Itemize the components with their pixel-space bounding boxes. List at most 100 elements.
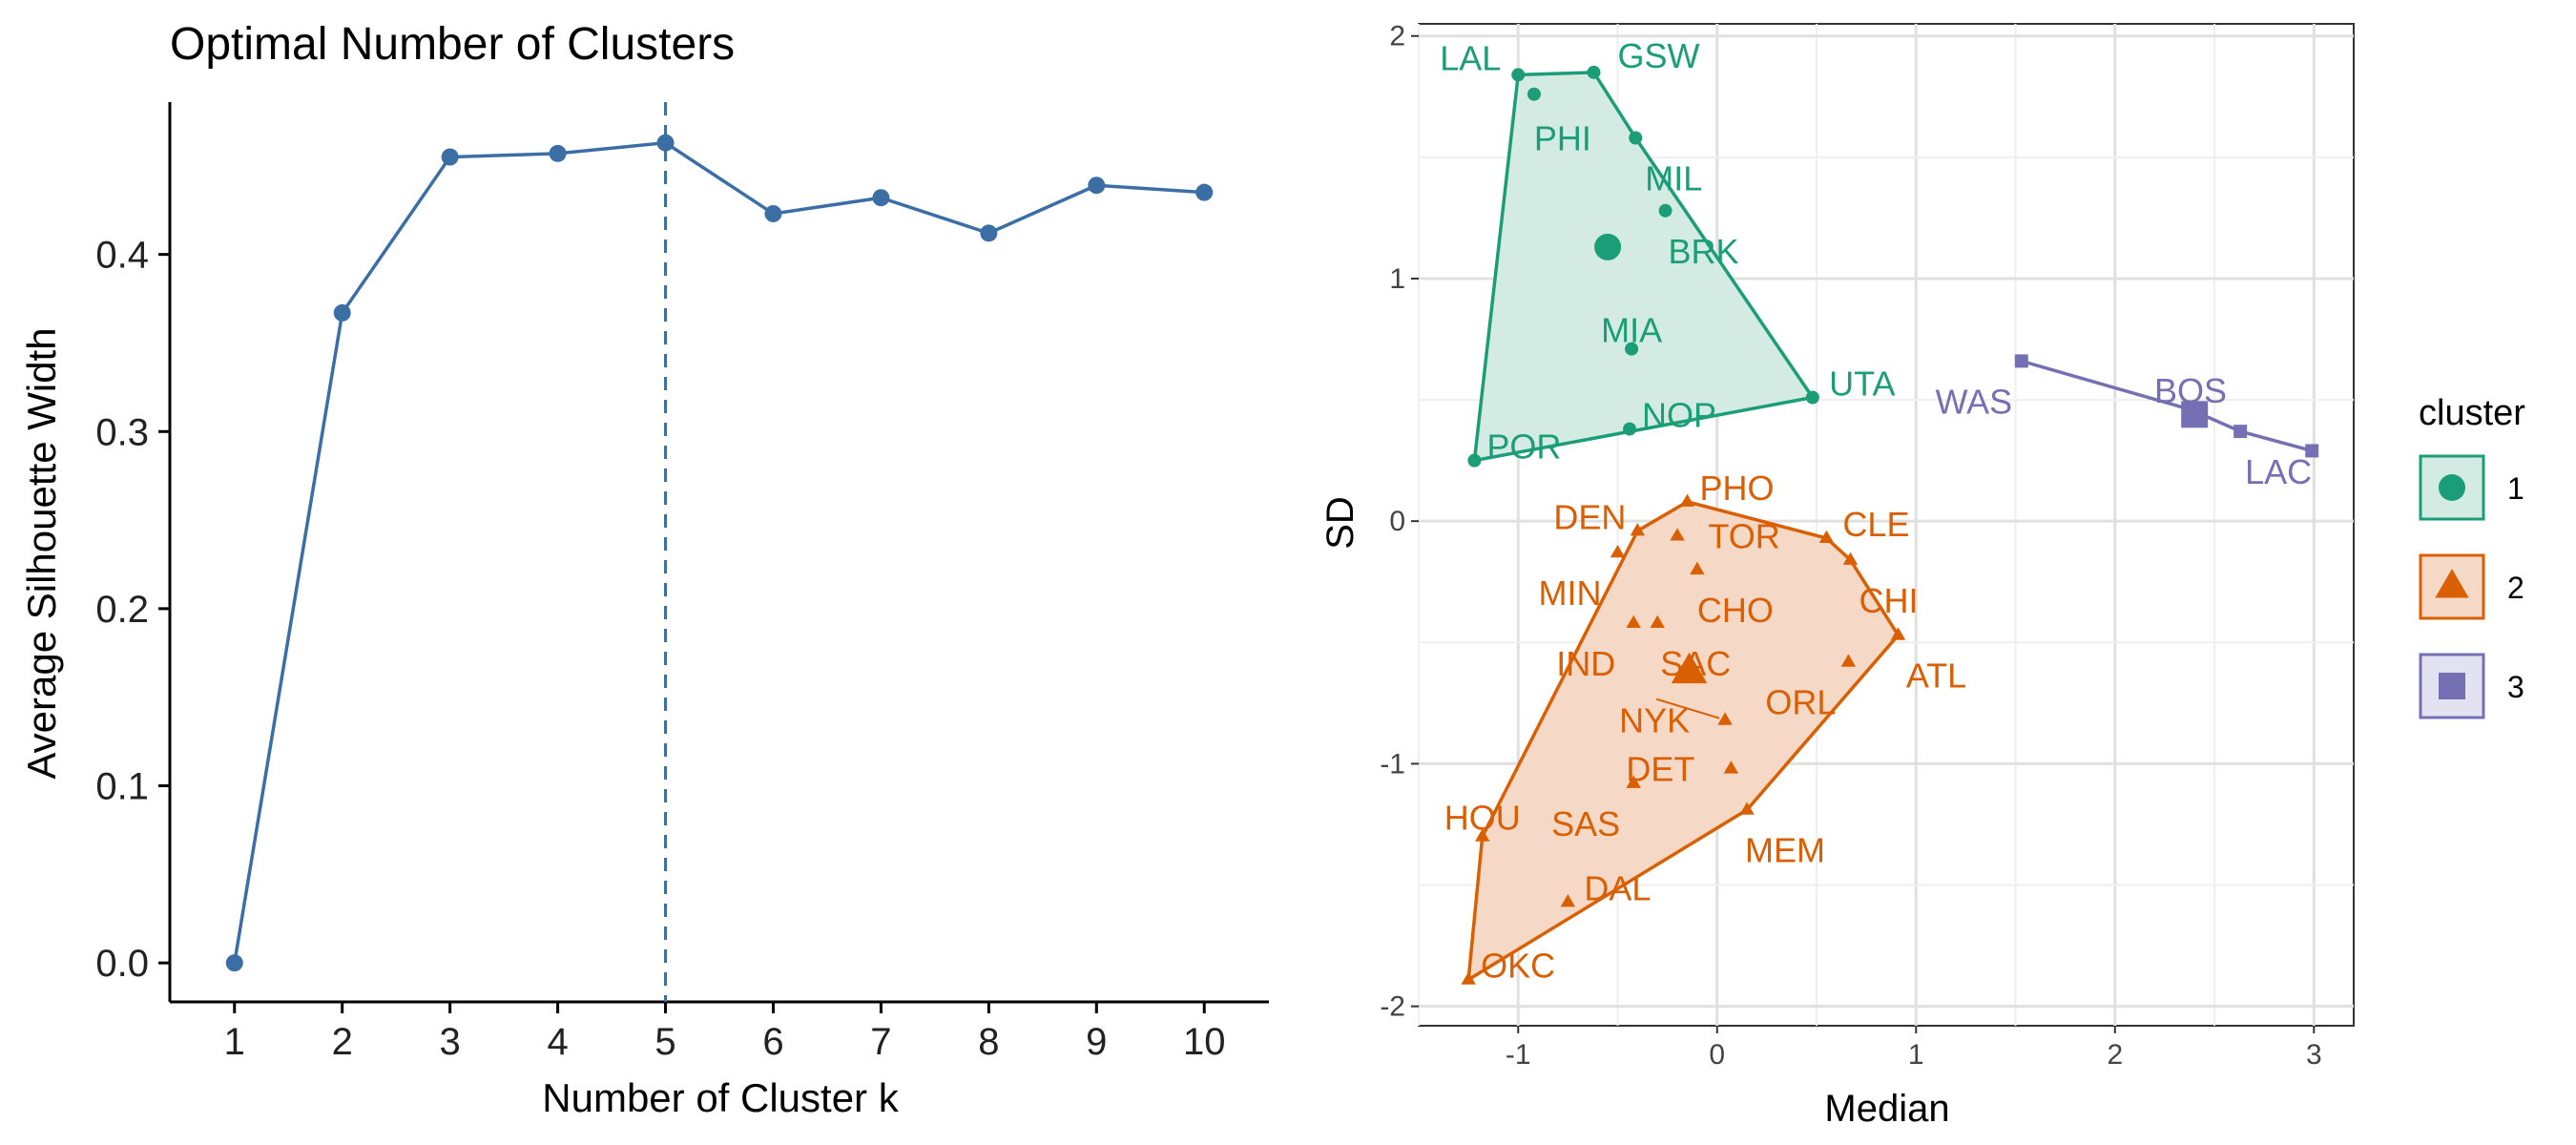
x-tick-label: 2 <box>2107 1039 2123 1071</box>
point-mia <box>1625 342 1639 356</box>
nyk-leader-line <box>1655 697 1720 719</box>
x-tick-label: 1 <box>224 1021 245 1063</box>
point-orl <box>1840 654 1857 667</box>
point-det <box>1723 760 1739 774</box>
y-axis-label: Average Silhouette Width <box>19 327 64 779</box>
point-phi <box>1527 87 1541 101</box>
point-den <box>1630 523 1646 536</box>
point-por <box>1467 453 1482 468</box>
point-min <box>1610 544 1626 558</box>
y-tick-label: 0 <box>1389 506 1405 537</box>
point-tor <box>1670 528 1685 541</box>
point-was <box>2014 354 2028 368</box>
cluster-1-centroid <box>1594 233 1622 260</box>
silhouette-point <box>656 134 675 152</box>
point-label-nop: NOP <box>1642 396 1716 435</box>
point-label-orl: ORL <box>1765 683 1836 722</box>
x-tick-label: 5 <box>654 1021 675 1063</box>
silhouette-points <box>225 134 1214 972</box>
silhouette-series-line <box>233 140 1205 964</box>
point-label-pho: PHO <box>1699 468 1774 508</box>
x-tick-label: 4 <box>547 1021 568 1063</box>
silhouette-point <box>225 954 243 972</box>
x-tick-label: 3 <box>2306 1039 2322 1071</box>
cluster-plot: LAL GSW PHI MIL BRK MIA UTA NOP POR PHO DEN TOR CLE C… <box>1319 21 2525 1130</box>
cluster-2-centroid <box>1671 652 1708 684</box>
point-label-chi: CHI <box>1859 581 1918 620</box>
point-dal <box>1560 894 1576 907</box>
y-tick-label: -2 <box>1380 991 1405 1023</box>
legend-items: 1 2 3 <box>2419 454 2524 719</box>
point-sas <box>1626 775 1641 788</box>
axis-tick-labels: -1 0 1 2 3 -2 -1 0 1 2 <box>1380 21 2321 1071</box>
legend-label-3: 3 <box>2507 670 2524 704</box>
point-label-cho: CHO <box>1697 591 1774 630</box>
point-cle <box>1818 530 1835 544</box>
point-cho <box>1690 561 1705 575</box>
point-labels: LAL GSW PHI MIL BRK MIA UTA NOP POR PHO DEN TOR CLE C… <box>1440 36 2312 986</box>
silhouette-point <box>549 144 567 162</box>
legend-label-1: 1 <box>2507 471 2524 506</box>
y-tick-label: 0.0 <box>95 943 149 985</box>
point-mem <box>1739 802 1755 815</box>
point-label-gsw: GSW <box>1617 36 1699 75</box>
silhouette-point <box>441 148 459 166</box>
y-axis-label: SD <box>1319 496 1361 550</box>
x-tick-labels: 1 2 3 4 5 6 7 8 9 10 <box>224 1002 1226 1063</box>
x-tick-label: -1 <box>1506 1039 1531 1071</box>
cluster-3-hull <box>2021 359 2313 453</box>
y-tick-label: 2 <box>1389 21 1405 52</box>
legend-symbol-3 <box>2439 673 2465 699</box>
x-tick-label: 7 <box>870 1021 891 1063</box>
point-label-lac: LAC <box>2245 452 2312 491</box>
point-lac2 <box>2305 444 2319 458</box>
point-label-mem: MEM <box>1745 831 1825 870</box>
y-tick-label: 0.3 <box>95 411 149 453</box>
point-label-dal: DAL <box>1584 868 1651 907</box>
point-label-phi: PHI <box>1534 119 1591 158</box>
point-label-bos: BOS <box>2154 371 2227 410</box>
silhouette-chart: Optimal Number of Clusters 0.00.10.20.30… <box>19 19 1269 1120</box>
point-label-atl: ATL <box>1906 656 1966 696</box>
x-tick-label: 1 <box>1908 1039 1924 1071</box>
silhouette-point <box>1195 183 1214 201</box>
cluster-3-centroid <box>2181 401 2209 428</box>
point-label-mia: MIA <box>1601 311 1662 350</box>
point-label-hou: HOU <box>1444 799 1521 838</box>
silhouette-point <box>333 303 351 322</box>
point-okc <box>1461 971 1476 985</box>
y-tick-label: 1 <box>1389 263 1405 295</box>
point-label-por: POR <box>1486 427 1561 467</box>
legend: cluster 1 2 3 <box>2419 393 2525 719</box>
point-label-cle: CLE <box>1842 505 1909 544</box>
point-label-okc: OKC <box>1481 947 1555 986</box>
x-tick-label: 6 <box>762 1021 783 1063</box>
x-tick-label: 2 <box>332 1021 353 1063</box>
point-label-tor: TOR <box>1708 516 1779 555</box>
x-tick-label: 8 <box>978 1021 999 1063</box>
point-label-brk: BRK <box>1669 232 1739 271</box>
point-brk <box>1658 203 1672 218</box>
point-lac <box>2233 425 2248 439</box>
x-axis-label: Median <box>1824 1088 1949 1130</box>
point-uta <box>1805 390 1819 405</box>
point-sac <box>1650 614 1665 629</box>
point-label-nyk: NYK <box>1619 701 1690 740</box>
x-tick-label: 0 <box>1709 1039 1725 1071</box>
point-pho <box>1679 493 1695 507</box>
chart-title: Optimal Number of Clusters <box>170 19 735 70</box>
point-label-uta: UTA <box>1829 364 1895 404</box>
point-nyk <box>1717 712 1733 725</box>
point-label-det: DET <box>1626 750 1694 789</box>
point-label-sas: SAS <box>1551 804 1620 843</box>
point-chi <box>1842 552 1859 565</box>
y-tick-label: 0.1 <box>95 766 149 808</box>
legend-symbol-2 <box>2435 569 2469 598</box>
silhouette-point <box>764 204 782 222</box>
x-tick-label: 10 <box>1183 1021 1226 1063</box>
y-tick-label: -1 <box>1380 748 1405 780</box>
point-label-ind: IND <box>1556 644 1615 683</box>
point-atl <box>1890 627 1906 640</box>
x-axis-label: Number of Cluster k <box>542 1075 899 1120</box>
